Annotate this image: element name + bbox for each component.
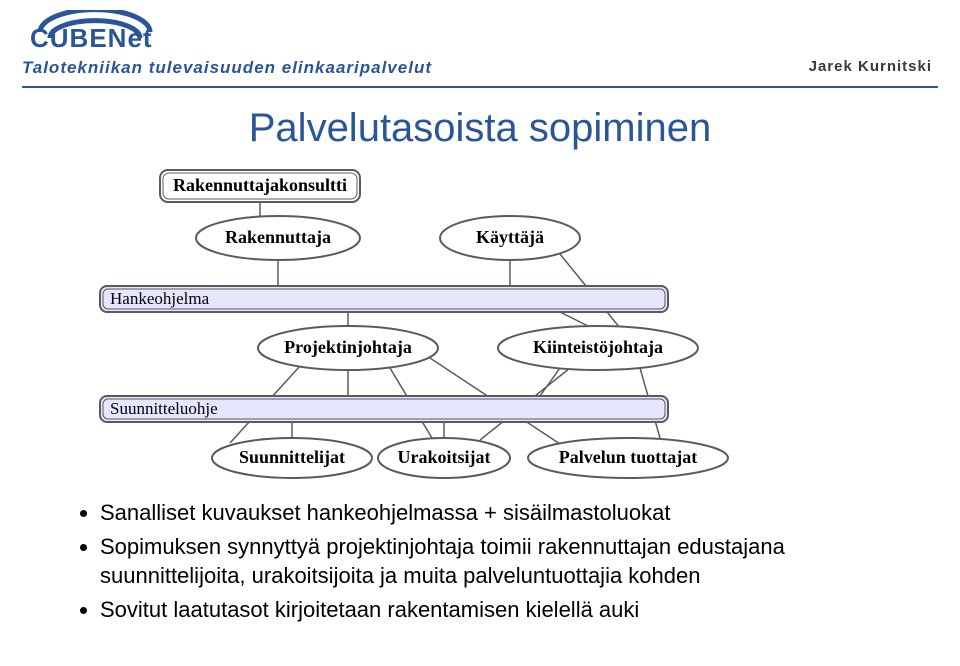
svg-text:Rakennuttajakonsultti: Rakennuttajakonsultti	[173, 175, 347, 195]
header-subtitle: Talotekniikan tulevaisuuden elinkaaripal…	[22, 58, 432, 78]
svg-text:Projektinjohtaja: Projektinjohtaja	[284, 337, 412, 357]
svg-text:Käyttäjä: Käyttäjä	[476, 227, 544, 247]
bullet-item: Sanalliset kuvaukset hankeohjelmassa + s…	[100, 498, 894, 528]
bullet-item: Sopimuksen synnyttyä projektinjohtaja to…	[100, 532, 894, 591]
page-title: Palvelutasoista sopiminen	[0, 106, 960, 151]
bullet-list: Sanalliset kuvaukset hankeohjelmassa + s…	[74, 498, 894, 629]
svg-text:Palvelun tuottajat: Palvelun tuottajat	[559, 447, 698, 467]
bullet-item: Sovitut laatutasot kirjoitetaan rakentam…	[100, 595, 894, 625]
author-name: Jarek Kurnitski	[809, 58, 932, 75]
svg-text:Suunnitteluohje: Suunnitteluohje	[110, 399, 218, 418]
svg-text:Suunnittelijat: Suunnittelijat	[239, 447, 345, 467]
header: CUBENet Talotekniikan tulevaisuuden elin…	[0, 0, 960, 92]
svg-text:Kiinteistöjohtaja: Kiinteistöjohtaja	[533, 337, 663, 357]
diagram-svg: Rakennuttajakonsultti Rakennuttaja Käyttäj…	[0, 148, 960, 488]
svg-text:Rakennuttaja: Rakennuttaja	[225, 227, 331, 247]
svg-text:Urakoitsijat: Urakoitsijat	[398, 447, 491, 467]
svg-text:Hankeohjelma: Hankeohjelma	[110, 289, 210, 308]
logo-text: CUBENet	[30, 23, 153, 54]
header-rule	[22, 86, 938, 88]
diagram: Rakennuttajakonsultti Rakennuttaja Käyttäj…	[0, 148, 960, 488]
